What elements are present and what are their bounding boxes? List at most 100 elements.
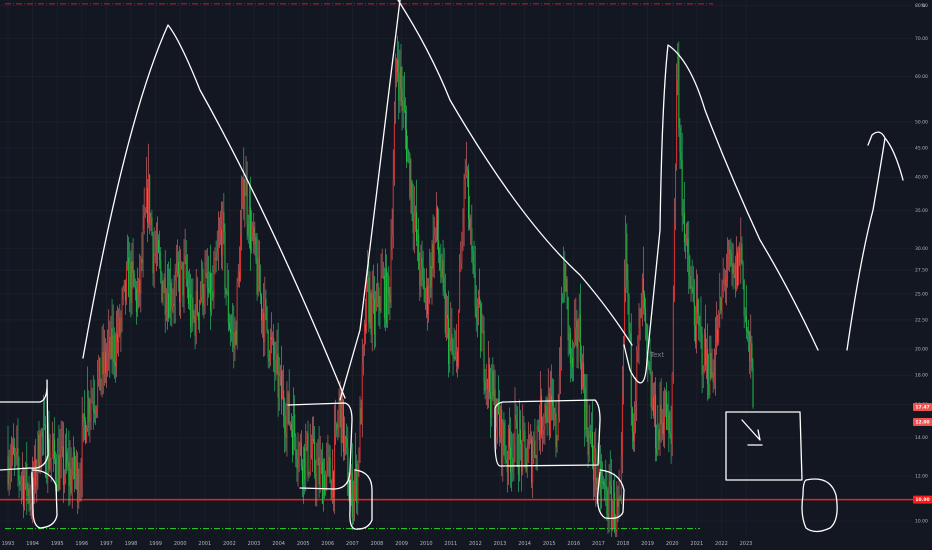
candle-body [469, 219, 471, 229]
candle-body [667, 412, 669, 430]
candle-body [615, 529, 617, 532]
candle-body [171, 306, 173, 311]
candle-body [684, 240, 686, 243]
candle-body [738, 247, 740, 286]
candle-body [175, 271, 177, 281]
candle-body [700, 326, 702, 334]
candle-body [34, 458, 36, 490]
support-level-badge[interactable] [913, 495, 932, 504]
candle-body [187, 287, 189, 304]
candle-body [611, 510, 613, 529]
candle-body [454, 357, 456, 360]
x-tick-label: 2010 [420, 541, 433, 547]
candle-body [397, 59, 399, 73]
candle-body [648, 362, 650, 368]
candle-body [77, 462, 79, 504]
candle-body [546, 417, 548, 423]
candle-body [215, 257, 217, 260]
candle-body [111, 327, 113, 360]
candle-body [182, 262, 184, 296]
candle-body [543, 427, 545, 430]
candle-body [650, 372, 652, 408]
candle-body [442, 260, 444, 277]
price-badge[interactable] [913, 403, 932, 411]
candle-body [573, 344, 575, 368]
candle-body [196, 290, 198, 314]
candle-body [657, 429, 659, 455]
candle-body [524, 431, 526, 449]
candle-body [296, 458, 298, 469]
candle-body [723, 279, 725, 285]
candle-body [329, 458, 331, 483]
candle-body [396, 59, 398, 78]
candle-body [207, 287, 209, 292]
candle-body [256, 260, 258, 294]
y-tick-label: 50.00 [915, 119, 928, 125]
price-badge[interactable] [913, 418, 932, 426]
drawn-stroke [287, 402, 353, 490]
candle-body [709, 352, 711, 396]
candle-body [235, 330, 237, 345]
candle-body [606, 489, 608, 515]
candle-body [127, 257, 129, 268]
candle-body [106, 361, 108, 374]
x-tick-label: 2020 [666, 541, 679, 547]
candle-body [309, 455, 311, 473]
candle-body [696, 299, 698, 344]
candle-body [460, 262, 462, 272]
candle-body [668, 412, 670, 433]
candle-body [399, 66, 401, 101]
candle-body [572, 357, 574, 368]
candle-body [579, 314, 581, 362]
candle-body [293, 414, 295, 455]
candle-body [387, 275, 389, 324]
candle-body [490, 391, 492, 418]
x-tick-label: 1996 [75, 541, 88, 547]
candle-body [287, 392, 289, 410]
candle-body [453, 356, 455, 358]
price-badges[interactable]: 17.47 12.00 10.90 [913, 403, 932, 504]
candle-body [30, 502, 32, 510]
drawn-stroke [801, 478, 838, 533]
candle-body [276, 354, 278, 356]
candle-body [360, 407, 362, 424]
candle-body [627, 279, 629, 296]
candle-body [156, 240, 158, 254]
candle-body [748, 331, 750, 334]
candle-body [449, 338, 451, 364]
candle-body [440, 269, 442, 278]
candle-body [624, 287, 626, 341]
support-level-value: 10.90 [915, 497, 929, 503]
candle-body [575, 320, 577, 328]
candle-body [715, 329, 717, 348]
drawn-stroke [82, 24, 346, 399]
candle-body [672, 302, 674, 374]
candle-body [724, 279, 726, 286]
candle-body [241, 205, 243, 235]
candle-body [486, 378, 488, 390]
candle-body [425, 286, 427, 300]
candle-body [537, 426, 539, 430]
drawn-stroke [339, 0, 401, 401]
candle-body [208, 272, 210, 292]
candle-body [176, 262, 178, 272]
candle-body [131, 261, 133, 303]
candle-body [465, 169, 467, 176]
candle-body [466, 169, 468, 171]
candle-body [304, 447, 306, 480]
candle-body [564, 262, 566, 292]
candle-body [48, 439, 50, 470]
candle-body [124, 279, 126, 301]
candle-body [367, 277, 369, 280]
y-tick-label: 70.00 [915, 36, 928, 42]
candle-body [37, 434, 39, 473]
candle-body [324, 474, 326, 496]
candle-body [569, 333, 571, 364]
candle-body [619, 499, 621, 501]
candle-body [358, 460, 360, 465]
candle-body [254, 236, 256, 245]
candle-body [402, 100, 404, 112]
candle-body [172, 303, 174, 307]
y-tick-label: 27.50 [915, 268, 928, 274]
candle-body [392, 179, 394, 236]
